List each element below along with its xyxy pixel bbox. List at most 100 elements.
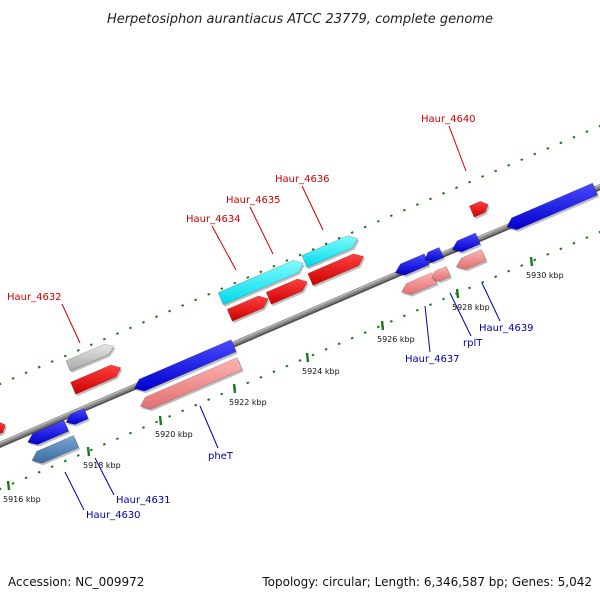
gene-haur-4632[interactable] <box>70 364 122 395</box>
lower-ring-dot <box>520 264 524 267</box>
genome-backbone <box>0 184 600 448</box>
gene-haur-4635[interactable] <box>217 260 304 306</box>
lower-ring-dot <box>559 247 563 251</box>
tick-label: 5922 kbp <box>229 398 267 407</box>
upper-ring-dot <box>572 135 576 139</box>
gene-haur-4635-red[interactable] <box>265 278 308 305</box>
upper-ring-dot <box>259 270 263 274</box>
gene-edge-left[interactable] <box>0 421 6 436</box>
upper-ring-dot <box>246 276 250 279</box>
gene-phet-upper[interactable] <box>133 339 237 392</box>
lower-ring-dot <box>546 252 550 256</box>
upper-ring-dot <box>168 309 172 313</box>
tick-label: 5916 kbp <box>3 495 41 504</box>
upper-ring-dot <box>285 259 289 263</box>
leader-line <box>199 405 219 449</box>
tick-label: 5926 kbp <box>377 335 415 344</box>
gene-label: Haur_4636 <box>275 174 330 185</box>
lower-ring-dot <box>337 342 341 346</box>
tick-marks: 5916 kbp 5918 kbp 5920 kbp 5922 kbp 5924 kbp… <box>3 256 564 504</box>
upper-ring-dot <box>207 292 211 296</box>
upper-ring-dot <box>272 264 276 268</box>
lower-ring-dot <box>415 308 419 312</box>
gene-label: rplT <box>463 338 483 349</box>
upper-ring-dot <box>220 287 224 291</box>
lower-ring-dot <box>220 392 224 396</box>
gene-haur-4641[interactable] <box>506 182 599 231</box>
leader-line <box>448 125 467 172</box>
upper-ring-dot <box>402 208 406 212</box>
gene-haur-4640[interactable] <box>468 200 489 218</box>
accession-text: Accession: NC_009972 <box>8 575 144 589</box>
lower-ring-dot <box>37 470 41 474</box>
leader-line <box>481 282 501 322</box>
lower-ring-dot <box>468 286 472 290</box>
lower-ring-dot <box>181 409 185 413</box>
upper-ring-dot <box>11 376 15 380</box>
leader-line <box>94 457 115 496</box>
gene-haur-4639-blue[interactable] <box>451 232 481 253</box>
upper-ring-dot <box>546 147 550 150</box>
gene-haur-4631-b[interactable] <box>65 408 89 425</box>
gene-label: Haur_4637 <box>405 354 460 365</box>
lower-ring-dot <box>246 381 250 385</box>
upper-ring-dot <box>233 281 237 285</box>
upper-ring-dot <box>376 219 380 223</box>
upper-ring-dot <box>455 186 459 190</box>
tick-label: 5920 kbp <box>155 430 193 439</box>
gene-features[interactable] <box>0 182 600 466</box>
lower-ring-dot <box>168 414 172 418</box>
lower-ring-dot <box>363 331 367 334</box>
gene-haur-4636-red[interactable] <box>307 253 365 286</box>
gene-labels: Haur_4632 Haur_4634 Haur_4635 Haur_4636 Haur… <box>7 114 534 521</box>
lower-ring-dot <box>89 448 93 452</box>
tick-mark <box>305 352 310 363</box>
gene-haur-4632-gray[interactable] <box>65 343 115 372</box>
gene-haur-4634[interactable] <box>226 295 269 322</box>
lower-ring-dot <box>63 459 67 463</box>
tick-mark <box>158 415 163 426</box>
upper-ring-dot <box>337 236 341 240</box>
upper-ring-dot <box>494 169 498 173</box>
leader-line <box>64 471 85 511</box>
lower-ring-dot <box>141 426 145 429</box>
lower-ring-dot <box>76 454 80 457</box>
gene-label: Haur_4639 <box>479 323 534 334</box>
upper-ring-dot <box>89 343 93 347</box>
lower-ring-dot <box>0 487 2 491</box>
gene-phet[interactable] <box>139 357 243 410</box>
lower-ring-dot <box>376 325 380 329</box>
upper-ring-dot <box>468 180 472 184</box>
lower-ring-dot <box>598 230 600 234</box>
gene-haur-4630[interactable] <box>31 435 80 464</box>
gene-haur-4631-a[interactable] <box>27 419 70 445</box>
lower-ring-dot <box>494 275 498 279</box>
gene-haur-4637-blue[interactable] <box>394 253 430 276</box>
tick-mark <box>86 446 91 457</box>
gene-haur-4637[interactable] <box>401 271 438 295</box>
upper-ring-dot <box>50 360 54 363</box>
upper-ring-dot <box>415 203 419 206</box>
lower-ring-dot <box>194 403 198 407</box>
upper-ring-dot <box>0 382 2 386</box>
tick-mark <box>455 288 460 299</box>
gene-rplt-blue[interactable] <box>424 246 444 263</box>
lower-ring-dot <box>507 269 511 273</box>
lower-ring-dot <box>298 359 302 362</box>
lower-ring-dot <box>389 319 393 323</box>
upper-ring-dot <box>311 247 315 251</box>
upper-ring-dot <box>76 348 80 352</box>
map-title: Herpetosiphon aurantiacus ATCC 23779, co… <box>107 12 493 27</box>
upper-ring-dot <box>598 124 600 128</box>
leader-line <box>249 206 274 255</box>
gene-haur-4639[interactable] <box>455 249 487 270</box>
gene-haur-4636[interactable] <box>301 235 359 268</box>
lower-ring-dot <box>102 442 106 446</box>
lower-ring-dot <box>50 465 54 469</box>
gene-rplt[interactable] <box>431 265 451 282</box>
lower-ring-dot <box>24 476 28 480</box>
upper-ring-dot <box>181 304 185 307</box>
label-leader-lines <box>61 125 501 511</box>
gene-label: pheT <box>208 451 234 462</box>
upper-ring-dot <box>141 320 145 324</box>
